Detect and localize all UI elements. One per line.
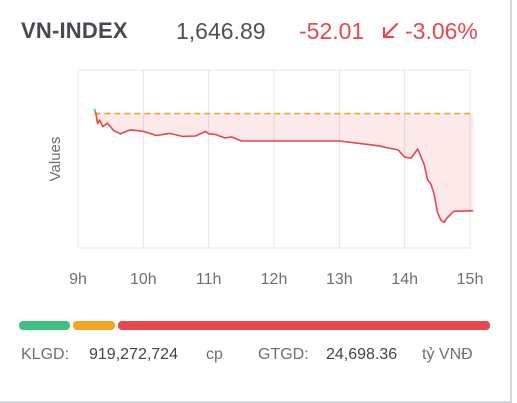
breadth-down-segment [118, 321, 490, 330]
index-value: 1,646.89 [176, 18, 266, 44]
x-tick-label: 9h [69, 271, 87, 288]
x-axis-ticks: 9h 10h 11h 12h 13h 14h 15h [69, 271, 483, 288]
index-name: VN-INDEX [21, 18, 128, 43]
index-change-percent: -3.06% [405, 18, 478, 44]
klgd-unit: cp [206, 346, 223, 363]
x-tick-label: 12h [261, 271, 288, 288]
chart-series [93, 108, 474, 224]
arrow-down-left-icon [380, 21, 400, 41]
x-tick-label: 13h [326, 271, 353, 288]
index-header: VN-INDEX 1,646.89 -52.01 -3.06% [21, 14, 501, 50]
chart-grid [77, 69, 471, 249]
gtgd-label: GTGD: [258, 346, 309, 363]
x-tick-label: 14h [391, 271, 418, 288]
index-change: -52.01 [299, 18, 365, 44]
trading-stats: KLGD: 919,272,724 cp GTGD: 24,698.36 tỷ … [21, 346, 501, 370]
series-line-up [93, 108, 97, 113]
gtgd-unit: tỷ VNĐ [422, 346, 473, 363]
breadth-unchanged-segment [73, 321, 115, 330]
market-breadth-bar [19, 321, 490, 330]
breadth-up-segment [19, 321, 71, 330]
klgd-label: KLGD: [21, 346, 70, 363]
gtgd-value: 24,698.36 [326, 346, 398, 363]
x-tick-label: 15h [457, 271, 484, 288]
intraday-chart: Values 9h 10h 11h 12h 13h 14h 15h [47, 69, 483, 288]
x-tick-label: 10h [130, 271, 157, 288]
chart-area-fill [94, 113, 474, 223]
x-tick-label: 11h [196, 271, 222, 288]
series-line-down [94, 111, 474, 224]
klgd-value: 919,272,724 [89, 346, 178, 363]
y-axis-label: Values [47, 137, 64, 182]
